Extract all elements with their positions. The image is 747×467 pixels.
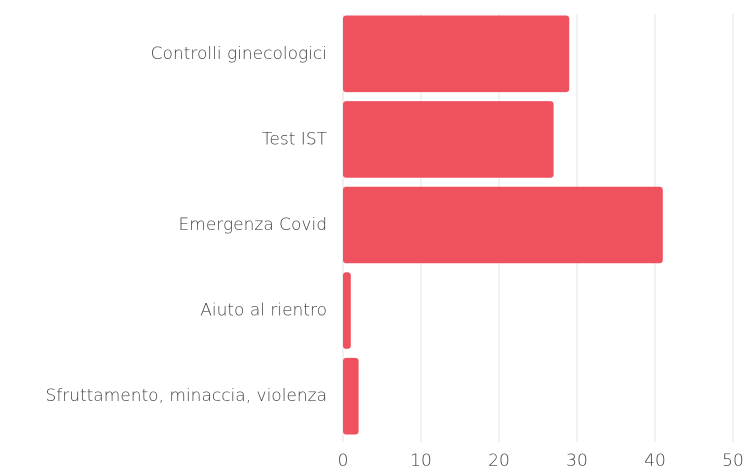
y-tick-label: Controlli ginecologici — [151, 44, 327, 64]
y-tick-label: Sfruttamento, minaccia, violenza — [45, 386, 327, 406]
x-tick-label: 0 — [338, 451, 349, 467]
bar — [343, 186, 663, 264]
x-tick-label: 20 — [488, 451, 510, 467]
bar — [343, 272, 351, 349]
x-tick-label: 50 — [722, 451, 744, 467]
bar — [343, 15, 570, 93]
x-tick-label: 30 — [566, 451, 588, 467]
x-tick-label: 10 — [410, 451, 432, 467]
y-tick-label: Test IST — [262, 129, 328, 149]
bar — [343, 101, 554, 178]
x-tick-label: 40 — [644, 451, 666, 467]
bar — [343, 357, 359, 435]
y-tick-label: Emergenza Covid — [179, 215, 327, 235]
y-tick-label: Aiuto al rientro — [200, 301, 327, 321]
